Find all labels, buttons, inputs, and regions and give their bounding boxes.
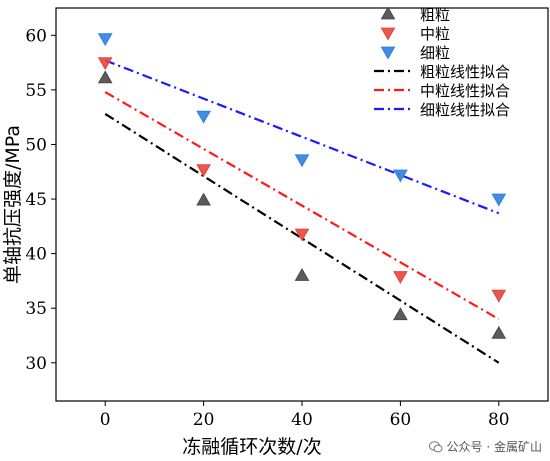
data-point xyxy=(294,154,310,168)
data-point xyxy=(196,192,211,206)
data-point xyxy=(294,267,310,281)
data-point xyxy=(196,164,211,178)
legend-label: 粗粒 xyxy=(420,6,450,24)
x-tick-label: 40 xyxy=(291,410,313,430)
y-tick-label: 45 xyxy=(25,190,47,210)
watermark: 公众号 · 金属矿山 xyxy=(428,438,542,455)
x-tick-label: 80 xyxy=(488,410,510,430)
data-point xyxy=(491,289,507,303)
y-tick-label: 40 xyxy=(25,245,47,265)
y-tick-label: 60 xyxy=(25,26,47,46)
data-point xyxy=(393,271,408,285)
data-point xyxy=(97,57,113,71)
data-point xyxy=(97,70,113,84)
data-point xyxy=(97,33,113,47)
fit-line-0 xyxy=(104,112,500,364)
y-axis-label: 单轴抗压强度/MPa xyxy=(2,125,24,284)
data-point xyxy=(491,193,507,207)
data-point xyxy=(294,228,310,242)
x-tick-label: 60 xyxy=(390,410,412,430)
y-tick-label: 30 xyxy=(25,354,47,374)
watermark-text: 公众号 · 金属矿山 xyxy=(446,440,542,454)
x-axis-label: 冻融循环次数/次 xyxy=(182,436,321,458)
y-tick-label: 35 xyxy=(25,299,47,319)
legend-label: 细粒 xyxy=(420,44,450,62)
y-tick-label: 50 xyxy=(25,135,47,155)
x-tick-label: 0 xyxy=(100,410,111,430)
legend-marker xyxy=(380,46,396,60)
legend-marker xyxy=(380,6,396,20)
data-point xyxy=(196,110,211,124)
data-point xyxy=(393,169,408,183)
x-tick-label: 20 xyxy=(193,410,215,430)
y-tick-label: 55 xyxy=(25,81,47,101)
wechat-icon xyxy=(428,440,443,452)
legend-label: 中粒 xyxy=(420,25,450,43)
data-point xyxy=(393,307,408,321)
fit-line-1 xyxy=(104,91,500,321)
data-point xyxy=(491,325,507,339)
legend-marker xyxy=(380,27,396,41)
legend-label: 粗粒线性拟合 xyxy=(420,63,510,81)
legend-label: 中粒线性拟合 xyxy=(420,82,510,100)
legend-label: 细粒线性拟合 xyxy=(420,101,510,119)
